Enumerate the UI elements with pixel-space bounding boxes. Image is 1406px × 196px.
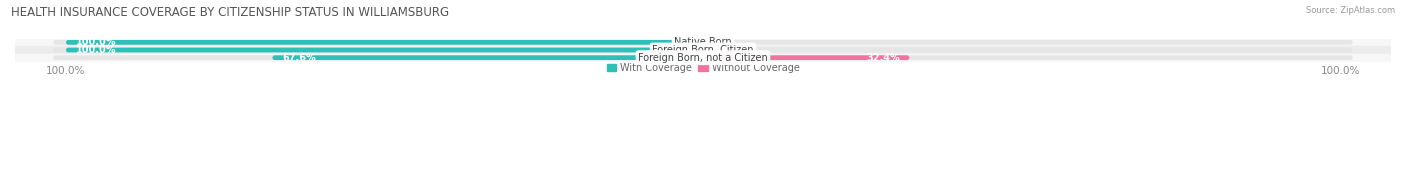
FancyBboxPatch shape [53,40,1353,45]
Text: Foreign Born, Citizen: Foreign Born, Citizen [652,45,754,55]
Bar [15,54,1391,62]
Text: Foreign Born, not a Citizen: Foreign Born, not a Citizen [638,53,768,63]
FancyBboxPatch shape [703,55,910,60]
FancyBboxPatch shape [66,48,703,52]
Legend: With Coverage, Without Coverage: With Coverage, Without Coverage [606,63,800,73]
Text: Native Born: Native Born [675,37,731,47]
Text: 32.4%: 32.4% [866,53,900,63]
FancyBboxPatch shape [273,55,703,60]
Text: 100.0%: 100.0% [76,45,117,55]
FancyBboxPatch shape [53,48,1353,52]
Bar [15,46,1391,54]
FancyBboxPatch shape [66,40,703,45]
Text: HEALTH INSURANCE COVERAGE BY CITIZENSHIP STATUS IN WILLIAMSBURG: HEALTH INSURANCE COVERAGE BY CITIZENSHIP… [11,6,450,19]
Text: 100.0%: 100.0% [76,37,117,47]
Bar [15,39,1391,46]
Text: 67.6%: 67.6% [283,53,316,63]
Text: Source: ZipAtlas.com: Source: ZipAtlas.com [1306,6,1395,15]
FancyBboxPatch shape [53,55,1353,60]
